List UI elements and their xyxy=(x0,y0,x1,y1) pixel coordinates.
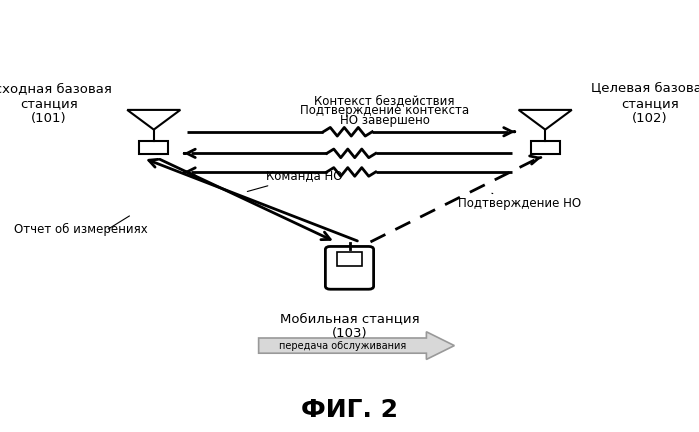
Text: ФИГ. 2: ФИГ. 2 xyxy=(301,398,398,422)
Text: Подтверждение НО: Подтверждение НО xyxy=(458,193,581,210)
Text: НО завершено: НО завершено xyxy=(340,114,429,127)
Text: Подтверждение контекста: Подтверждение контекста xyxy=(300,104,469,117)
Text: Целевая базовая
станция
(102): Целевая базовая станция (102) xyxy=(591,82,699,125)
Text: передача обслуживания: передача обслуживания xyxy=(279,340,406,351)
Text: Команда НО: Команда НО xyxy=(247,169,342,191)
Text: Исходная базовая
станция
(101): Исходная базовая станция (101) xyxy=(0,82,113,125)
Text: Отчет об измерениях: Отчет об измерениях xyxy=(14,222,147,235)
Polygon shape xyxy=(259,332,454,359)
Text: Мобильная станция
(103): Мобильная станция (103) xyxy=(280,312,419,340)
FancyBboxPatch shape xyxy=(337,252,362,266)
Text: Контекст бездействия: Контекст бездействия xyxy=(314,94,455,107)
FancyBboxPatch shape xyxy=(326,246,373,289)
FancyBboxPatch shape xyxy=(531,141,560,154)
FancyBboxPatch shape xyxy=(139,141,168,154)
